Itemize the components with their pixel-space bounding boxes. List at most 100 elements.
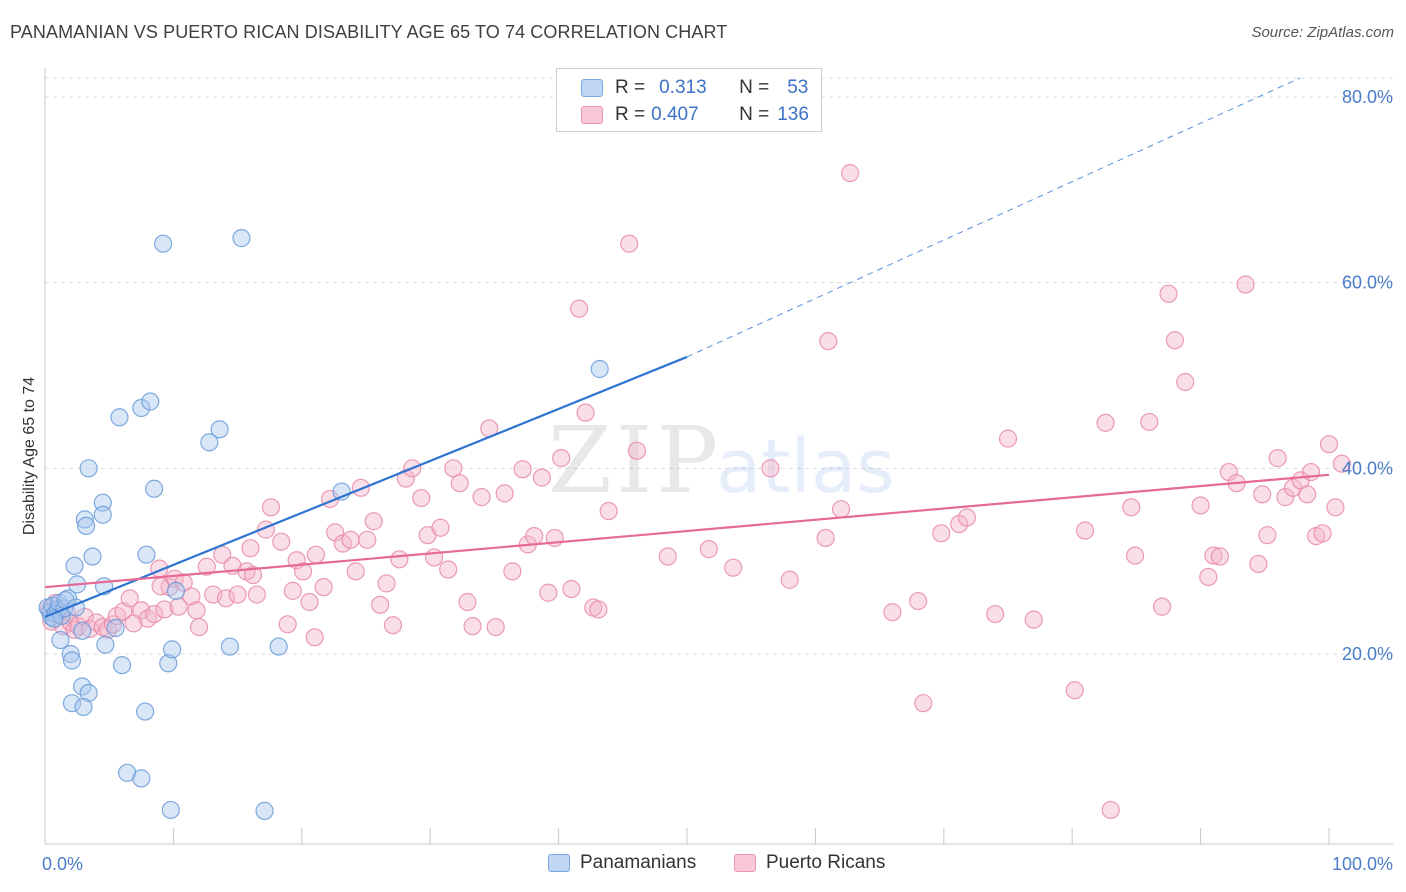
data-point <box>189 617 209 637</box>
data-point <box>1268 449 1287 468</box>
data-point <box>957 508 977 527</box>
data-point <box>61 644 80 664</box>
data-point <box>390 550 409 569</box>
data-point <box>197 557 216 576</box>
data-point <box>293 562 313 581</box>
data-point <box>486 617 505 637</box>
data-point <box>76 516 96 535</box>
data-point <box>220 637 239 656</box>
data-point <box>883 603 902 622</box>
legend-n-value: 53 <box>787 77 809 98</box>
data-point <box>1122 498 1141 517</box>
data-point <box>314 578 333 597</box>
legend-swatch-pink <box>734 854 756 872</box>
legend-n-label: N = <box>739 77 770 98</box>
data-point <box>228 585 247 604</box>
y-tick-label: 40.0% <box>1342 458 1393 478</box>
legend-swatch-blue <box>581 79 603 97</box>
x-tick-label: 0.0% <box>42 854 83 874</box>
data-point <box>243 565 263 585</box>
trend-line-panamanians <box>44 355 688 618</box>
data-point <box>1024 610 1043 629</box>
data-point <box>914 694 933 713</box>
data-point <box>377 574 396 593</box>
data-point <box>247 585 266 604</box>
x-tick-label: 100.0% <box>1332 854 1393 874</box>
data-point <box>412 488 431 508</box>
data-point <box>278 615 297 634</box>
data-point <box>576 403 595 422</box>
data-point <box>161 800 180 820</box>
data-point <box>79 459 98 478</box>
data-point <box>1126 546 1145 565</box>
data-point <box>1152 597 1172 616</box>
data-point <box>96 635 115 654</box>
data-point <box>79 683 98 703</box>
data-point <box>1298 485 1317 504</box>
data-point <box>439 560 458 579</box>
y-tick-label: 20.0% <box>1342 644 1393 664</box>
correlation-legend: R = 0.313 N = 53 R = 0.407 N = 136 <box>556 68 822 132</box>
data-point <box>136 702 155 721</box>
data-point <box>599 501 618 521</box>
data-point <box>141 392 160 411</box>
data-point <box>589 600 608 619</box>
data-point <box>93 617 112 637</box>
data-point <box>1258 526 1277 545</box>
data-point <box>272 532 291 551</box>
data-point <box>816 528 835 548</box>
data-point <box>658 547 677 566</box>
data-point <box>1236 275 1255 294</box>
data-point <box>552 449 571 468</box>
data-point <box>216 589 236 608</box>
watermark-zip: ZIP <box>548 407 722 514</box>
data-point <box>1140 412 1159 432</box>
data-point <box>1075 521 1095 540</box>
data-point <box>932 524 951 543</box>
legend-r-value: 0.313 <box>659 77 707 98</box>
data-point <box>1332 454 1351 473</box>
tick-labels: 20.0% 40.0% 60.0% 80.0% 0.0% 100.0% <box>42 87 1393 874</box>
data-point <box>155 600 174 619</box>
data-point <box>1210 547 1229 566</box>
data-point <box>73 621 92 640</box>
data-point <box>200 433 219 452</box>
data-point <box>840 164 860 183</box>
data-point <box>525 527 544 546</box>
data-point <box>819 332 838 351</box>
chart-source: Source: ZipAtlas.com <box>1251 24 1394 41</box>
data-point <box>269 637 288 656</box>
data-point <box>112 656 132 675</box>
data-point <box>1065 681 1084 700</box>
data-point <box>831 500 851 519</box>
data-point <box>383 616 403 635</box>
data-point <box>132 398 151 418</box>
data-point <box>232 229 251 248</box>
data-point <box>562 579 581 599</box>
data-point <box>371 595 390 614</box>
data-point <box>305 628 324 647</box>
data-point <box>472 488 491 507</box>
data-point <box>166 581 186 600</box>
data-point <box>495 484 514 503</box>
data-point <box>532 468 552 487</box>
trend-line-puerto-ricans <box>44 473 1330 589</box>
data-point <box>163 640 182 659</box>
data-point <box>306 545 326 564</box>
data-point <box>137 545 156 564</box>
data-point <box>699 539 718 559</box>
data-point <box>169 597 188 616</box>
data-point <box>241 539 260 558</box>
data-point <box>364 512 383 531</box>
legend-swatch-blue <box>548 854 570 872</box>
data-point <box>65 556 84 575</box>
data-point <box>83 547 102 566</box>
legend-row-panamanians: R = 0.313 N = 53 <box>557 74 808 102</box>
data-point <box>1159 284 1178 303</box>
legend-row-puerto-ricans: R = 0.407 N = 136 <box>557 101 809 129</box>
data-point <box>1199 567 1218 587</box>
data-point <box>120 589 139 608</box>
data-point <box>154 234 173 253</box>
data-point <box>132 769 151 788</box>
data-point <box>62 651 82 670</box>
